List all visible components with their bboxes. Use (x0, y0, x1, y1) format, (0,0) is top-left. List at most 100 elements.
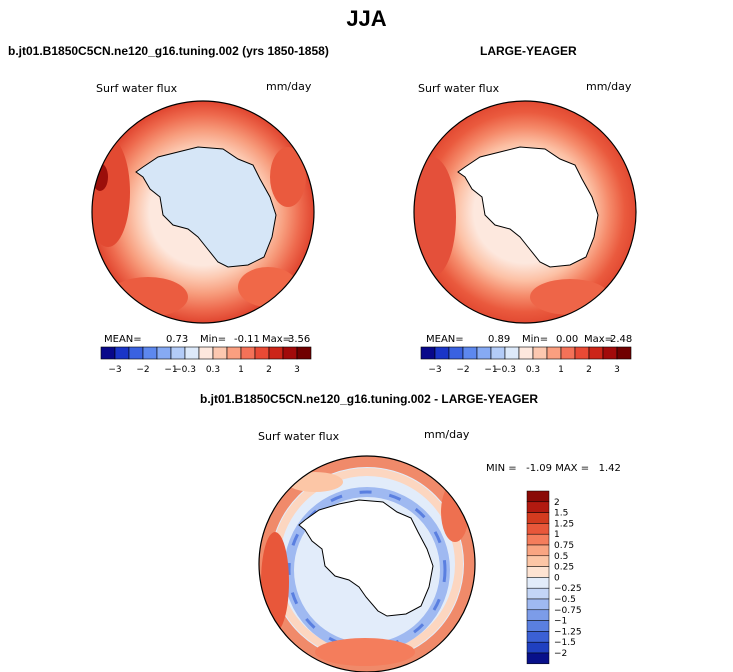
panel2-colorbar: −3 −2 −1−0.3 0.3 1 2 3 (420, 346, 632, 375)
panel2-colorbar-swatch (588, 346, 604, 360)
panel2-colorbar-tick-label: −3 (428, 365, 441, 375)
panel1-title: b.jt01.B1850C5CN.ne120_g16.tuning.002 (y… (8, 44, 329, 58)
panel1-colorbar-tick-label: −3 (108, 365, 121, 375)
diff-colorbar-swatch (526, 652, 550, 665)
panel1-max-label: Max= (262, 334, 292, 345)
panel1-colorbar-tick-label: 1 (238, 365, 244, 375)
panel2-colorbar-tick-label: 0.3 (526, 365, 540, 375)
panel1-colorbar-swatch (296, 346, 312, 360)
panel2-colorbar-swatch (434, 346, 450, 360)
diff-colorbar-tick-label: 2 (554, 498, 560, 508)
panel1-colorbar-swatch (282, 346, 298, 360)
panel1-mean-label: MEAN= (104, 334, 142, 345)
panel1-colorbar-swatch (198, 346, 214, 360)
panel1-min-value: -0.11 (234, 334, 260, 345)
diff-colorbar-tick-label: 1.25 (554, 519, 574, 529)
diff-colorbar-tick-label: −1.25 (554, 627, 582, 637)
panel1-colorbar-swatch (128, 346, 144, 360)
panel2-units-label: mm/day (586, 80, 632, 93)
diff-colorbar-tick-label: −2 (554, 649, 567, 659)
diff-colorbar-swatch (526, 631, 550, 643)
diff-colorbar: 21.51.2510.750.50.250−0.25−0.5−0.75−1−1.… (526, 490, 582, 665)
panel1-colorbar-swatch (268, 346, 284, 360)
diff-panel-title: b.jt01.B1850C5CN.ne120_g16.tuning.002 - … (200, 392, 539, 406)
panel1-colorbar-tick-label: −0.3 (174, 365, 196, 375)
panel1-colorbar-swatch (100, 346, 116, 360)
panel2-max-label: Max= (584, 334, 614, 345)
diff-colorbar-tick-label: 0.75 (554, 541, 574, 551)
panel2-variable-label: Surf water flux (418, 82, 500, 95)
diff-colorbar-tick-label: −0.75 (554, 606, 582, 616)
diff-colorbar-tick-label: 0 (554, 573, 560, 583)
diff-colorbar-swatch (526, 523, 550, 535)
diff-colorbar-tick-label: 0.25 (554, 563, 574, 573)
panel2-colorbar-tick-label: −1 (484, 365, 497, 375)
panel2-mean-value: 0.89 (488, 334, 511, 345)
panel1-colorbar-swatch (142, 346, 158, 360)
panel2-colorbar-swatch (532, 346, 548, 360)
diff-colorbar-swatch (526, 566, 550, 578)
panel1-min-label: Min= (200, 334, 227, 345)
panel1-mean-value: 0.73 (166, 334, 189, 345)
diff-colorbar-tick-label: −0.25 (554, 584, 582, 594)
diff-colorbar-swatch (526, 620, 550, 632)
panel2-colorbar-swatch (462, 346, 478, 360)
panel1-variable-label: Surf water flux (96, 82, 178, 95)
diff-colorbar-swatch (526, 598, 550, 611)
diff-antarctica (298, 499, 434, 617)
panel2-colorbar-swatch (560, 346, 576, 360)
panel2-min-value: 0.00 (556, 334, 579, 345)
diff-colorbar-swatch (526, 577, 550, 589)
panel2-colorbar-swatch (490, 346, 506, 360)
diff-minmax-label: MIN = -1.09 MAX = 1.42 (486, 463, 621, 474)
diff-colorbar-tick-label: 1.5 (554, 509, 568, 519)
panel1-antarctica (135, 146, 277, 268)
panel2-colorbar-tick-label: −2 (456, 365, 469, 375)
panel2-colorbar-swatch (574, 346, 590, 360)
panel1-colorbar-swatch (240, 346, 256, 360)
diff-colorbar-swatch (526, 512, 550, 524)
panel1-colorbar-swatch (114, 346, 130, 360)
diff-colorbar-swatch (526, 555, 550, 567)
diff-colorbar-swatch (526, 641, 550, 654)
panel2-colorbar-tick-label: 2 (586, 365, 592, 375)
panel2-colorbar-tick-label: 1 (558, 365, 564, 375)
panel1-colorbar-swatch (170, 346, 186, 360)
panel2-antarctica (457, 146, 599, 268)
panel2-mean-label: MEAN= (426, 334, 464, 345)
panel2-polar-map (413, 100, 637, 324)
panel2-colorbar-tick-label: −0.3 (494, 365, 516, 375)
diff-colorbar-tick-label: 0.5 (554, 552, 568, 562)
panel1-colorbar-tick-label: 0.3 (206, 365, 220, 375)
panel1-colorbar-swatch (156, 346, 172, 360)
panel2-colorbar-swatch (476, 346, 492, 360)
panel2-colorbar-tick-label: 3 (614, 365, 620, 375)
panel1-polar-map (91, 100, 315, 324)
panel2-colorbar-swatch (448, 346, 464, 360)
panel1-colorbar-swatch (226, 346, 242, 360)
panel1-colorbar-tick-label: 3 (294, 365, 300, 375)
diff-units-label: mm/day (424, 428, 470, 441)
diff-colorbar-tick-label: −1 (554, 617, 567, 627)
panel1-colorbar-swatch (184, 346, 200, 360)
diff-polar-map (258, 455, 476, 672)
panel2-colorbar-swatch (616, 346, 632, 360)
diff-colorbar-swatch (526, 533, 550, 546)
diff-colorbar-swatch (526, 490, 550, 503)
panel2-colorbar-swatch (602, 346, 618, 360)
panel2-colorbar-swatch (546, 346, 562, 360)
panel1-colorbar: −3 −2 −1−0.3 0.3 1 2 3 (100, 346, 312, 375)
panel2-colorbar-swatch (518, 346, 534, 360)
panel2-colorbar-swatch (420, 346, 436, 360)
panel1-colorbar-tick-label: 2 (266, 365, 272, 375)
panel1-colorbar-tick-label: −1 (164, 365, 177, 375)
panel1-colorbar-tick-label: −2 (136, 365, 149, 375)
panel2-title: LARGE-YEAGER (480, 44, 577, 58)
panel2-colorbar-swatch (504, 346, 520, 360)
diff-colorbar-swatch (526, 501, 550, 513)
figure-title: JJA (346, 6, 387, 31)
diff-colorbar-swatch (526, 544, 550, 557)
panel1-colorbar-swatch (254, 346, 270, 360)
panel1-max-value: 3.56 (288, 334, 311, 345)
panel2-max-value: 2.48 (610, 334, 633, 345)
